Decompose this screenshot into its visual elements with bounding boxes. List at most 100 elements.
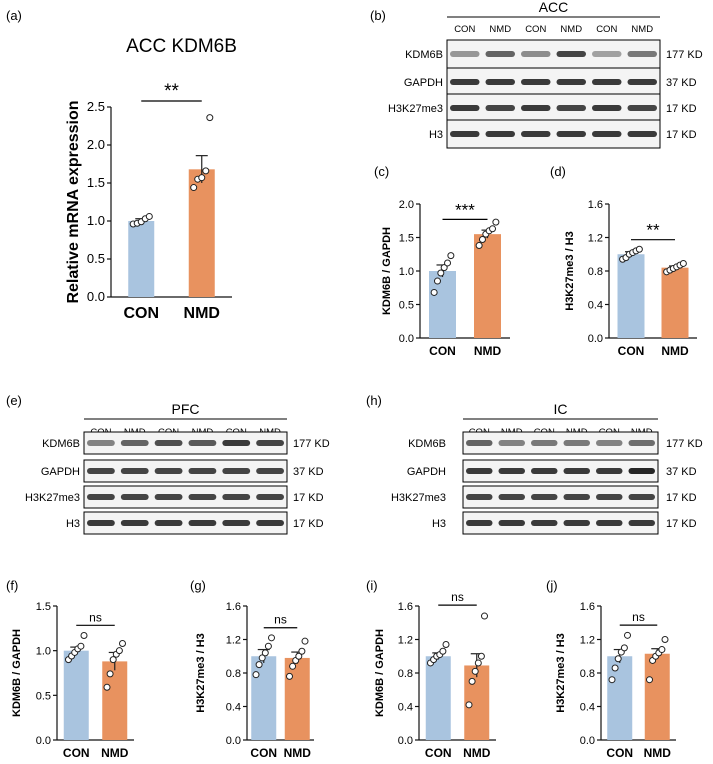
data-point	[264, 642, 272, 650]
y-tick-label: 1.2	[580, 635, 595, 647]
blot-band	[466, 468, 493, 474]
x-category-label: CON	[250, 746, 277, 760]
data-point	[646, 676, 653, 684]
blot-band	[485, 51, 515, 57]
blot-size-label: 37 KD	[666, 77, 697, 89]
blot-size-label: 177 KD	[666, 49, 703, 61]
bar-chart-a: ACC KDM6B 0.0 0.5 1.0 1.5 2.0 2.5 Relative mRNA…	[65, 36, 237, 322]
data-point	[252, 671, 260, 679]
blot-row-label: H3K27me3	[388, 103, 443, 115]
panel-label-f: (f)	[6, 578, 18, 593]
blot-row-label: GAPDH	[404, 77, 443, 89]
data-point	[475, 242, 483, 250]
y-axis-label: Relative mRNA expression	[65, 100, 82, 303]
panel-label-e: (e)	[6, 393, 22, 408]
blot-region-title: IC	[554, 401, 568, 417]
blot-band	[627, 105, 657, 111]
data-point	[439, 647, 447, 655]
blot-row-label: H3	[429, 129, 443, 141]
y-axis-label: H3K27me3 / H3	[564, 231, 576, 311]
data-point	[492, 218, 500, 226]
blot-band	[556, 105, 586, 111]
bar-con	[63, 650, 89, 740]
blot-row-label: KDM6B	[405, 49, 443, 61]
blot-band	[256, 520, 284, 526]
blot-strip	[83, 485, 288, 509]
data-point	[103, 683, 111, 691]
x-category-label: CON	[63, 746, 90, 760]
blot-band	[556, 79, 586, 85]
y-tick-label: 0.0	[36, 735, 51, 747]
blot-band	[222, 468, 251, 474]
blot-band	[563, 494, 590, 500]
blot-row-label: H3K27me3	[25, 492, 80, 504]
y-axis-label: H3K27me3 / H3	[195, 633, 207, 713]
data-point	[430, 288, 438, 296]
x-category-label: NMD	[184, 305, 220, 322]
x-category-label: CON	[618, 344, 645, 358]
blot-band	[466, 520, 493, 526]
blot-band	[450, 79, 480, 85]
data-point	[440, 264, 448, 272]
blot-strip	[462, 485, 659, 509]
y-tick-label: 2.0	[399, 199, 414, 211]
y-tick-label: 0.8	[580, 668, 595, 680]
x-category-label: NMD	[101, 746, 129, 760]
blot-band	[592, 131, 622, 137]
blot-band	[627, 51, 657, 57]
data-point	[198, 174, 206, 182]
blot-band	[87, 520, 115, 526]
data-point	[202, 167, 210, 175]
data-point	[295, 652, 303, 660]
blot-band	[466, 440, 493, 446]
bar-chart-f: 0.0 0.5 1.0 1.5 KDM6B / GAPDH CON NMD ns	[11, 601, 134, 760]
blot-size-label: 17 KD	[666, 129, 697, 141]
data-point	[268, 634, 275, 642]
x-category-label: NMD	[463, 746, 491, 760]
y-tick-label: 1.2	[588, 233, 603, 245]
blot-band	[521, 105, 551, 111]
y-tick-label: 0.5	[399, 300, 414, 312]
blot-size-label: 17 KD	[293, 492, 324, 504]
y-tick-label: 0.4	[398, 702, 413, 714]
blot-band	[521, 131, 551, 137]
blot-band	[628, 440, 655, 446]
blot-band	[592, 51, 622, 57]
bar-con	[251, 656, 277, 740]
blot-lane-label: CON	[525, 24, 546, 35]
blot-band	[592, 105, 622, 111]
y-tick-label: 0.0	[226, 735, 241, 747]
data-point	[286, 672, 293, 680]
blot-size-label: 17 KD	[666, 103, 697, 115]
bar-chart-g: 0.0 0.4 0.8 1.2 1.6 H3K27me3 / H3 CON NMD ns	[195, 601, 314, 760]
panel-label-a: (a)	[6, 8, 22, 23]
blot-size-label: 177 KD	[293, 438, 330, 450]
blot-band	[120, 468, 149, 474]
significance-label: ns	[632, 610, 645, 624]
blot-strip	[446, 119, 661, 149]
y-tick-label: 0.0	[399, 333, 414, 345]
y-axis-label: KDM6B / GAPDH	[381, 227, 393, 315]
blot-band	[188, 440, 217, 446]
blot-band	[485, 131, 515, 137]
data-point	[109, 656, 117, 664]
blot-band	[450, 131, 480, 137]
data-point	[261, 649, 269, 657]
blot-band	[188, 520, 217, 526]
data-point	[433, 277, 441, 285]
data-point	[489, 225, 497, 233]
panel-label-j: (j)	[546, 578, 558, 593]
blot-panel-e: PFCCONNMDCONNMDCONNMDKDM6B177 KDGAPDH37 …	[25, 401, 330, 535]
blot-row-label: H3K27me3	[391, 492, 446, 504]
blot-band	[556, 51, 586, 57]
blot-strip	[83, 511, 288, 535]
blot-lane-label: NMD	[631, 24, 653, 35]
blot-strip	[446, 67, 661, 97]
x-category-label: CON	[429, 344, 456, 358]
blot-band	[531, 440, 558, 446]
blot-strip	[83, 459, 288, 483]
blot-band	[563, 468, 590, 474]
bar-chart-d: 0.0 0.4 0.8 1.2 1.6 H3K27me3 / H3 CON NMD **	[564, 199, 697, 358]
blot-band	[596, 494, 623, 500]
